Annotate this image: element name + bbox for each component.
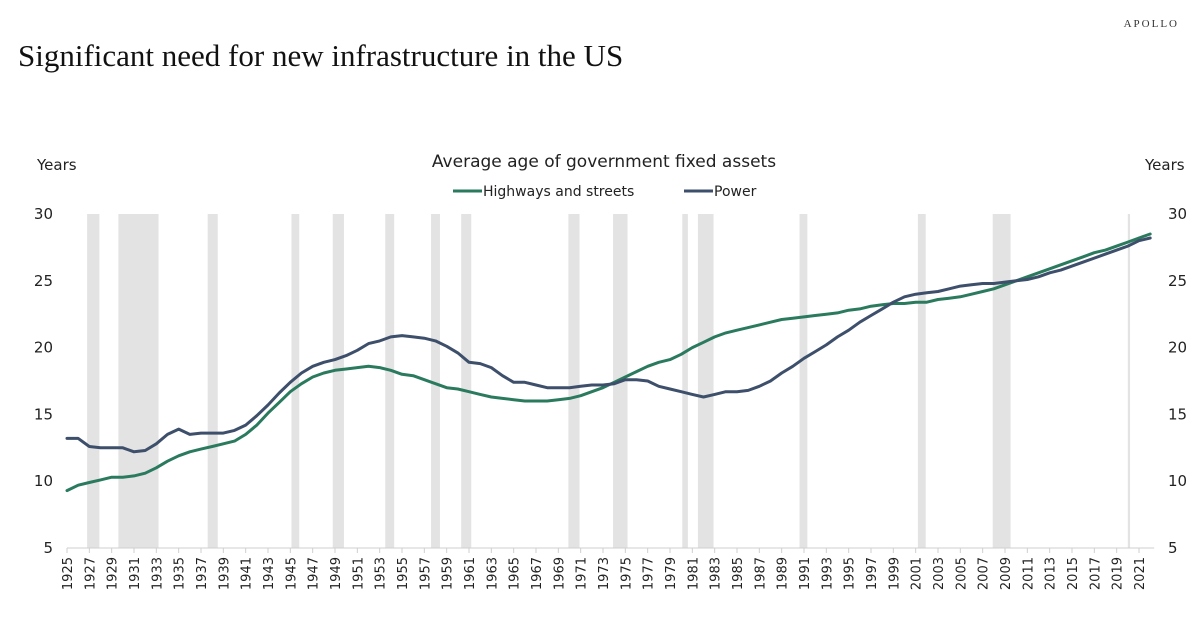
y-tick-label-right: 10 (1168, 472, 1187, 490)
x-tick-label: 2003 (932, 557, 947, 590)
x-tick-label: 1973 (597, 557, 612, 590)
legend-label-highways: Highways and streets (483, 184, 634, 200)
x-tick-label: 2021 (1133, 557, 1148, 590)
x-tick-label: 1927 (83, 557, 98, 590)
x-tick-label: 1999 (887, 557, 902, 590)
x-tick-label: 2017 (1088, 557, 1103, 590)
x-tick-label: 1977 (642, 557, 657, 590)
x-tick-label: 2007 (977, 557, 992, 590)
brand-logo: APOLLO (1123, 18, 1179, 30)
x-tick-label: 1959 (441, 557, 456, 590)
recession-band (1127, 214, 1131, 548)
x-tick-label: 1989 (776, 557, 791, 590)
x-axis: 1925 1927 1929 1931 1933 1935 1937 1939 1941 1943… (61, 547, 1155, 590)
x-tick-label: 1935 (173, 557, 188, 590)
x-tick-label: 2009 (999, 557, 1014, 590)
x-tick-label: 1993 (820, 557, 835, 590)
y-tick-label-left: 15 (34, 405, 53, 423)
recession-band (697, 214, 714, 548)
recession-band (461, 214, 472, 548)
x-tick-label: 1937 (195, 557, 210, 590)
x-tick-label: 1947 (307, 557, 322, 590)
x-tick-label: 2001 (910, 557, 925, 590)
recession-band (568, 214, 580, 548)
x-tick-label: 1949 (329, 557, 344, 590)
legend-label-power: Power (714, 184, 757, 200)
y-tick-label-left: 30 (34, 205, 53, 223)
x-tick-label: 1953 (374, 557, 389, 590)
page-headline: Significant need for new infrastructure … (18, 38, 624, 73)
x-tick-label: 1945 (284, 557, 299, 590)
x-tick-label: 1991 (798, 557, 813, 590)
x-tick-label: 1951 (351, 557, 366, 590)
x-tick-label: 1983 (709, 557, 724, 590)
x-tick-label: 1929 (106, 557, 121, 590)
recession-band (799, 214, 808, 548)
y-axis-left: 5 10 15 20 25 30 (34, 205, 53, 557)
legend: Highways and streets Power (453, 184, 757, 200)
y-tick-label-left: 10 (34, 472, 53, 490)
recession-band (385, 214, 395, 548)
recession-band (87, 214, 100, 548)
x-tick-label: 2005 (954, 557, 969, 590)
x-tick-label: 1965 (508, 557, 523, 590)
x-tick-label: 1933 (150, 557, 165, 590)
y-axis-label-right: Years (1144, 156, 1185, 174)
x-tick-label: 1975 (619, 557, 634, 590)
recession-band (291, 214, 300, 548)
x-tick-label: 1969 (552, 557, 567, 590)
x-tick-label: 1943 (262, 557, 277, 590)
y-tick-label-left: 25 (34, 272, 53, 290)
recession-band (332, 214, 344, 548)
x-tick-label: 1981 (686, 557, 701, 590)
x-tick-label: 1925 (61, 557, 76, 590)
x-tick-label: 1987 (753, 557, 768, 590)
x-tick-label: 1971 (575, 557, 590, 590)
x-tick-label: 1985 (731, 557, 746, 590)
x-tick-label: 1957 (418, 557, 433, 590)
chart-title: Average age of government fixed assets (432, 152, 776, 172)
x-tick-label: 2015 (1066, 557, 1081, 590)
recession-band (682, 214, 688, 548)
recession-band (207, 214, 218, 548)
recession-band (917, 214, 926, 548)
y-tick-label-right: 15 (1168, 405, 1187, 423)
recession-band (118, 214, 159, 548)
x-tick-label: 1939 (217, 557, 232, 590)
x-tick-label: 1967 (530, 557, 545, 590)
y-tick-label-right: 25 (1168, 272, 1187, 290)
x-tick-label: 1931 (128, 557, 143, 590)
y-tick-label-right: 30 (1168, 205, 1187, 223)
x-tick-label: 1995 (843, 557, 858, 590)
x-tick-label: 2011 (1021, 557, 1036, 590)
y-axis-right: 5 10 15 20 25 30 (1168, 205, 1187, 557)
x-tick-label: 2019 (1111, 557, 1126, 590)
x-tick-label: 1961 (463, 557, 478, 590)
x-tick-label: 1979 (664, 557, 679, 590)
series-lines (65, 232, 1152, 493)
x-tick-label: 1963 (485, 557, 500, 590)
x-tick-label: 1941 (240, 557, 255, 590)
recession-band (992, 214, 1011, 548)
y-axis-label-left: Years (36, 156, 77, 174)
series-line-power (65, 236, 1152, 454)
y-tick-label-left: 20 (34, 339, 53, 357)
y-tick-label-right: 5 (1168, 539, 1178, 557)
recession-band (431, 214, 440, 548)
series-line-highways (65, 232, 1152, 493)
x-tick-label: 1997 (865, 557, 880, 590)
y-tick-label-left: 5 (43, 539, 53, 557)
recession-bands (87, 214, 1131, 548)
x-tick-label: 2013 (1044, 557, 1059, 590)
x-tick-label: 1955 (396, 557, 411, 590)
y-tick-label-right: 20 (1168, 339, 1187, 357)
